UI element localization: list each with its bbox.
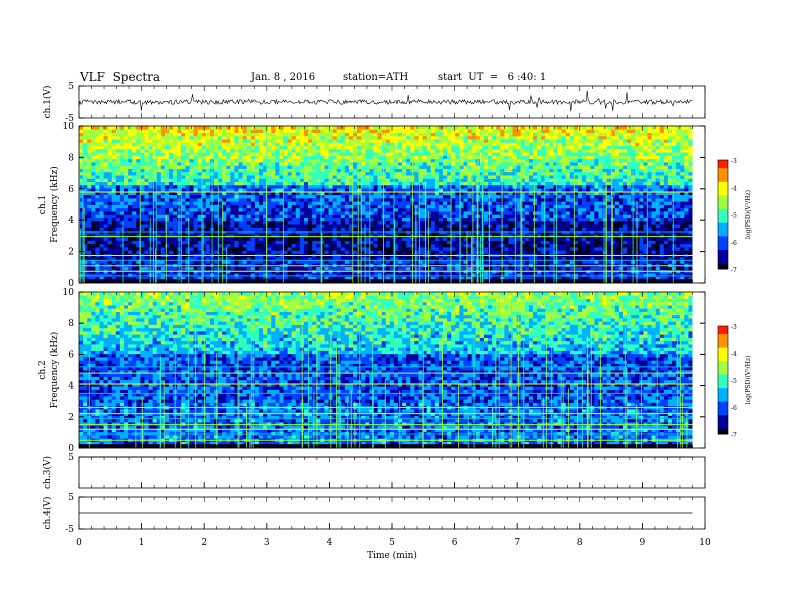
colorbar-tick-label: -7	[731, 267, 737, 274]
y-tick-label: 8	[68, 153, 74, 163]
x-axis-label: Time (min)	[367, 550, 417, 561]
x-tick-label: 9	[640, 538, 646, 548]
y-axis-label: ch.1(V)	[42, 86, 53, 119]
y-tick-label: 8	[68, 319, 74, 329]
station-label: station=ATH	[343, 72, 409, 83]
y-tick-label: -5	[65, 525, 74, 535]
colorbar-tick-label: -6	[731, 405, 737, 412]
y-axis-label: ch.3(V)	[42, 456, 53, 489]
colorbar-tick-label: -6	[731, 240, 737, 247]
y-tick-label: 10	[63, 288, 75, 298]
colorbar-ch1	[718, 160, 728, 270]
y-tick-label: 2	[68, 248, 74, 258]
x-tick-label: 1	[139, 538, 145, 548]
x-tick-label: 3	[264, 538, 270, 548]
chart-title: VLF Spectra	[80, 70, 161, 84]
x-tick-label: 7	[514, 538, 520, 548]
spectrogram-ch2	[79, 292, 705, 449]
colorbar-tick-label: -3	[731, 158, 737, 165]
colorbar-tick-label: -3	[731, 324, 737, 331]
y-tick-label: 10	[63, 122, 75, 132]
ch1-waveform-trace	[78, 90, 693, 112]
x-tick-label: 8	[577, 538, 583, 548]
colorbar-tick-label: -5	[731, 378, 737, 385]
date-label: Jan. 8 , 2016	[251, 72, 316, 83]
y-axis-label-channel: ch.1	[38, 195, 48, 214]
y-axis-label: ch.4(V)	[42, 497, 53, 530]
y-tick-label: 6	[68, 185, 74, 195]
y-tick-label: 4	[68, 216, 74, 226]
colorbar-tick-label: -4	[731, 351, 737, 358]
y-axis-label-frequency: Frequency (kHz)	[49, 166, 60, 243]
x-tick-label: 10	[699, 538, 711, 548]
colorbar-frame	[717, 325, 729, 435]
colorbar-tick-label: -5	[731, 213, 737, 220]
x-tick-label: 2	[201, 538, 207, 548]
y-axis-label-frequency: Frequency (kHz)	[49, 332, 60, 409]
y-tick-label: 0	[68, 279, 74, 289]
x-tick-label: 0	[76, 538, 82, 548]
spectrogram-ch1	[79, 126, 705, 284]
y-tick-label: 5	[68, 453, 74, 463]
y-axis-label-channel: ch.2	[38, 360, 48, 379]
start-time-label: start UT = 6 :40: 1	[438, 72, 547, 83]
y-tick-label: 2	[68, 413, 74, 423]
y-tick-label: -5	[65, 114, 74, 124]
colorbar-label: log(PSD)(V²/Hz)	[745, 356, 752, 405]
y-tick-label: 5	[68, 82, 74, 92]
x-tick-label: 5	[389, 538, 395, 548]
colorbar-tick-label: -4	[731, 185, 737, 192]
x-tick-label: 4	[327, 538, 333, 548]
y-tick-label: 0	[68, 444, 74, 454]
x-tick-label: 6	[452, 538, 458, 548]
colorbar-ch2	[718, 326, 728, 435]
colorbar-tick-label: -7	[731, 432, 737, 439]
colorbar-label: log(PSD)(V²/Hz)	[745, 190, 752, 239]
y-tick-label: 6	[68, 350, 74, 360]
y-tick-label: 5	[68, 493, 74, 503]
colorbar-frame	[717, 159, 729, 270]
y-tick-label: 4	[68, 382, 74, 392]
